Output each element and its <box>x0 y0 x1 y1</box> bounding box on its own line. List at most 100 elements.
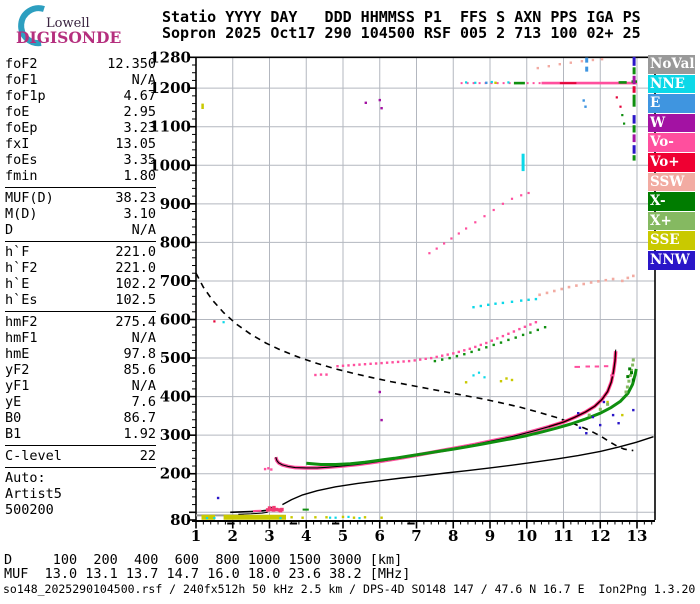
scatter-es-pink-cluster <box>272 506 276 510</box>
scatter-hop3-pink <box>474 221 476 223</box>
scatter-pre-hook-pink <box>264 468 266 470</box>
scatter-hop2-pink <box>419 358 421 360</box>
scatter-xplus-dashes <box>625 391 628 394</box>
scatter-cyan-dots <box>329 517 331 519</box>
x-axis-label: 11 <box>553 527 574 545</box>
scatter-red-dots <box>213 320 215 322</box>
legend-chip-w: W <box>648 114 695 133</box>
scatter-hop2-green <box>544 326 546 328</box>
y-axis-label: 700 <box>160 272 191 290</box>
scatter-ssw-top-band <box>559 63 561 65</box>
scatter-hop2-ssw <box>575 284 578 287</box>
scatter-hop2-ssw <box>590 281 593 284</box>
x-axis-label: 5 <box>338 527 348 545</box>
scatter-yellow-dots <box>290 516 292 518</box>
scatter-ssw-top-band <box>601 58 603 60</box>
trace-x-trace-green <box>306 369 636 465</box>
scatter-hop2-pink <box>502 335 504 337</box>
scatter-hop2-pink <box>480 344 482 346</box>
scatter-hop3-pink <box>458 232 460 234</box>
scatter-nnw-dots <box>577 412 579 414</box>
scatter-hop2-pink <box>485 342 487 344</box>
legend-chip-nne: NNE <box>648 75 695 94</box>
scatter-yellow-dots <box>621 414 623 416</box>
scatter-hop2-green <box>434 360 436 362</box>
scatter-nnw-dots <box>585 432 587 434</box>
scatter-cyan-dots <box>472 374 474 376</box>
y-axis-label: 80 <box>170 511 191 529</box>
file-info-row: so148_2025290104500.rsf / 240fx512h 50 k… <box>3 582 695 596</box>
scatter-hop2-green <box>441 358 443 360</box>
y-axis-label: 1280 <box>149 48 191 66</box>
x-axis-label: 3 <box>264 527 274 545</box>
scatter-hop3-pink <box>520 194 522 196</box>
x-axis-label: 1 <box>191 527 201 545</box>
scatter-hop2-green <box>448 357 450 359</box>
scatter-yellow-dots <box>380 517 382 519</box>
scatter-hop2-green <box>485 346 487 348</box>
scatter-hop2-pink <box>397 361 399 363</box>
x-axis-label: 12 <box>590 527 611 545</box>
scatter-green-1200-dots <box>623 123 625 125</box>
scatter-hop2-pink <box>491 340 493 342</box>
scatter-hop2-pink <box>452 352 454 354</box>
scatter-yellow-dots <box>494 82 496 84</box>
legend-chip-x: X- <box>648 192 695 211</box>
scatter-hop2-green <box>529 331 531 333</box>
scatter-yellow-dots <box>364 516 366 518</box>
scatter-hop2-cyan <box>511 301 513 303</box>
y-axis-label: 300 <box>160 426 191 444</box>
scatter-hop2-pink <box>364 363 366 365</box>
scatter-hop3-pink <box>528 192 530 194</box>
scatter-hop2-ssw <box>612 278 615 281</box>
scatter-hop2-pink <box>535 321 537 323</box>
scatter-green-1200-dots <box>621 114 623 116</box>
scatter-hop2-pink <box>436 356 438 358</box>
scatter-hop2-pink <box>358 363 360 365</box>
scatter-yellow-dots <box>301 517 303 519</box>
y-axis-label: 1100 <box>149 118 191 136</box>
x-axis-label: 10 <box>516 527 537 545</box>
scatter-cyan-dots <box>474 82 476 84</box>
scatter-xplus-dashes <box>627 380 630 383</box>
scatter-nnw-dots <box>579 427 581 429</box>
scatter-cyan-dots <box>223 321 225 323</box>
scatter-hop2-ssw <box>605 279 608 282</box>
scatter-hop2-pink <box>447 353 449 355</box>
scatter-xplus-dashes <box>632 359 635 362</box>
scatter-ssw-top-band <box>592 59 594 61</box>
scatter-w-dots <box>379 99 381 101</box>
scatter-hop2-ssw <box>553 290 556 293</box>
scatter-cyan-dots <box>347 516 349 518</box>
scatter-yellow-dots <box>342 516 344 518</box>
scatter-cyan-dots <box>491 81 493 83</box>
scatter-hop2-cyan <box>494 303 496 305</box>
scatter-nnw-dots <box>632 409 634 411</box>
scatter-hop2-pink <box>336 365 338 367</box>
scatter-hop2-green <box>522 334 524 336</box>
scatter-hop3-pink <box>502 203 504 205</box>
scatter-es-pink-cluster <box>279 509 283 513</box>
scatter-hop2-pink <box>507 333 509 335</box>
scatter-yellow-dots <box>511 379 513 381</box>
scatter-hop2-ssw <box>627 277 630 280</box>
scatter-hop2-pink <box>353 364 355 366</box>
scatter-cyan-dots <box>507 81 509 83</box>
muf-row: MUF 13.0 13.1 13.7 14.7 16.0 18.0 23.6 3… <box>4 567 410 581</box>
scatter-cyan-dots <box>478 372 480 374</box>
x-axis-label: 13 <box>627 527 648 545</box>
scatter-nnw-dots <box>603 401 605 403</box>
scatter-nnw-dots <box>599 424 601 426</box>
scatter-hop3-pink <box>443 242 445 244</box>
scatter-hop2-pink <box>320 373 322 375</box>
scatter-pre-hook-pink <box>270 468 272 470</box>
scatter-hop2-ssw <box>560 288 563 291</box>
scatter-hop2-ssw <box>632 275 635 278</box>
x-axis-label: 4 <box>301 527 311 545</box>
scatter-red-dots <box>619 106 621 108</box>
scatter-hop2-green <box>478 348 480 350</box>
scatter-hop2-ssw <box>546 292 549 295</box>
legend-chip-sse: SSE <box>648 231 695 250</box>
